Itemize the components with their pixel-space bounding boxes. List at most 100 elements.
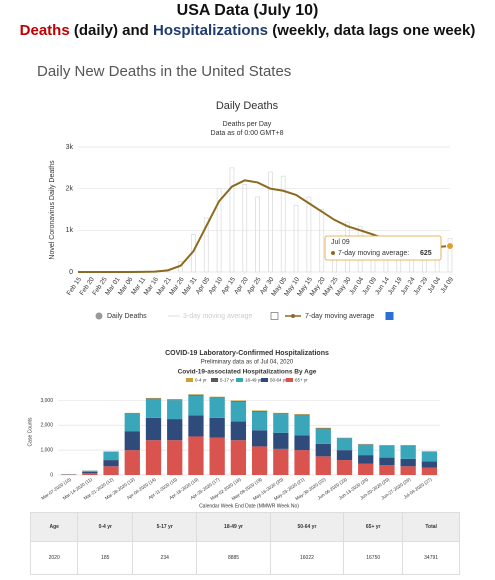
y-tick-label: 0 [50,472,53,478]
bar-segment [273,414,289,433]
table-cell: 8885 [196,541,271,575]
bar-segment [358,463,374,475]
bar-segment [379,465,395,475]
chart-title: COVID-19 Laboratory-Confirmed Hospitaliz… [165,350,329,357]
chart-subtitle: Preliminary data as of Jul 04, 2020 [201,360,294,366]
y-axis-label: Novel Coronavirus Daily Deaths [49,160,56,260]
bar-segment [82,470,98,472]
bar-segment [124,450,140,475]
bar-segment [230,401,247,422]
table-cell: 234 [132,541,198,575]
bar-segment [82,473,98,475]
bar-segment [188,395,204,416]
y-tick-label: 2k [66,186,74,193]
bar [280,175,286,273]
table-header-cell: Total [402,512,460,542]
bar-segment [315,443,331,457]
table-header-cell: 0-4 yr [77,512,134,542]
bar-segment [251,430,268,447]
bar-segment [251,411,268,431]
legend-swatch [236,378,243,382]
bar [229,167,235,273]
bar-segment [358,455,374,464]
bar-segment [124,413,140,432]
bar-segment [336,438,353,451]
charts: Daily New Deaths in the United States Da… [27,63,455,509]
legend-label: 65+ yr [295,378,308,383]
bar-segment [188,394,204,396]
bar-segment [273,448,289,475]
bar-segment [400,466,416,475]
y-tick-label: 1,000 [40,447,53,453]
bar-segment [315,456,331,475]
subtitle-part: Deaths [19,22,70,39]
y-tick-label: 1k [66,227,74,234]
bar-segment [103,466,119,475]
subtitle-part: (weekly, data lags one week) [268,22,476,39]
bar-segment [230,440,247,475]
bar-segment [315,429,331,444]
bar [306,196,312,273]
section-title: Daily New Deaths in the United States [37,63,291,80]
legend-label: 18-49 yr [245,378,262,383]
tooltip [324,235,442,261]
bar-segment [188,436,204,475]
highlight-point [446,241,454,250]
table-header-cell: 5-17 yr [132,512,198,542]
legend-marker [291,314,295,318]
bar-segment [273,413,289,415]
legend-swatch [286,378,293,382]
bar-segment [145,398,162,418]
bar-segment [421,451,438,462]
x-tick-label: Jun 29 [412,276,429,296]
bar-segment [421,461,438,468]
bar-segment [251,410,268,412]
bar-segment [209,417,225,438]
bar [216,188,222,273]
legend-label: Daily Deaths [107,313,147,320]
y-tick-label: 0 [69,269,73,276]
tooltip-date: Jul 09 [331,239,350,246]
table-cell: 2020 [29,541,79,575]
table-cell: 16022 [269,541,345,575]
tooltip-marker [331,251,335,255]
y-tick-label: 2,000 [40,423,53,429]
legend-label: 5-17 yr [220,378,235,383]
legend-checkbox[interactable] [270,312,279,320]
header-title: USA Data (July 10) [176,2,319,19]
tooltip-label: 7-day moving average: [338,250,409,257]
bar-segment [251,446,268,475]
chart-subtitle: Deaths per Day [223,121,272,128]
bar-segment [294,450,310,475]
bar-segment [103,460,119,467]
y-axis-label: Case Counts [27,417,33,446]
legend-label: 7-day moving average [305,313,374,320]
bar-segment [294,414,310,416]
bar-segment [103,451,119,461]
y-tick-label: 3k [66,144,74,151]
bar-segment [379,457,395,466]
bar-segment [400,445,416,459]
bar-segment [294,415,310,436]
bar [434,259,440,273]
bar [242,184,248,273]
bar-segment [167,400,183,420]
bar-segment [145,440,162,475]
bar-segment [145,398,162,399]
table-row: 2020 185 234 8885 16022 16750 34791 [29,541,460,575]
bar-segment [167,419,183,441]
bar-segment [188,415,204,437]
bar-segment [336,450,353,461]
bar-segment [209,437,225,475]
subtitle-part: (daily) and [69,22,154,39]
legend-swatch [261,378,268,382]
legend-checkbox[interactable] [385,312,394,320]
bar [293,204,299,273]
tooltip-value: 625 [420,250,432,257]
table-cell: 185 [77,541,134,575]
bar-segment [421,467,438,475]
bar-segment [167,440,183,475]
legend-swatch [186,378,193,382]
chart-note: Data as of 0:00 GMT+8 [211,130,284,137]
y-tick-label: 3,000 [40,398,53,404]
